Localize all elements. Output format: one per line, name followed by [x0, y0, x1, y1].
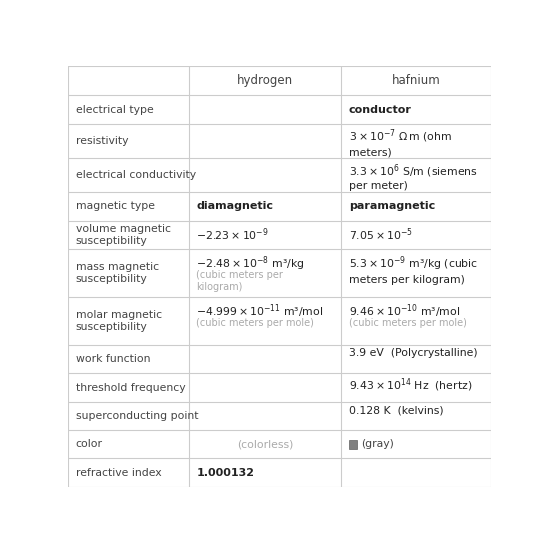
Text: 0.128 K  (kelvins): 0.128 K (kelvins) [349, 405, 443, 415]
Text: $5.3\times10^{-9}$ m³/kg (cubic
meters per kilogram): $5.3\times10^{-9}$ m³/kg (cubic meters p… [349, 255, 478, 285]
Text: $-2.23\times10^{-9}$: $-2.23\times10^{-9}$ [197, 226, 269, 243]
Text: $-4.999\times10^{-11}$ m³/mol: $-4.999\times10^{-11}$ m³/mol [197, 303, 324, 321]
Text: electrical conductivity: electrical conductivity [76, 170, 196, 180]
Text: mass magnetic
susceptibility: mass magnetic susceptibility [76, 262, 159, 284]
Text: $3.3\times10^{6}$ S/m (siemens
per meter): $3.3\times10^{6}$ S/m (siemens per meter… [349, 162, 478, 191]
Text: superconducting point: superconducting point [76, 411, 198, 421]
Text: diamagnetic: diamagnetic [197, 201, 274, 212]
Text: hafnium: hafnium [392, 74, 441, 87]
Text: (cubic meters per
kilogram): (cubic meters per kilogram) [197, 270, 283, 292]
Text: $9.43\times10^{14}$ Hz  (hertz): $9.43\times10^{14}$ Hz (hertz) [349, 377, 472, 394]
Text: paramagnetic: paramagnetic [349, 201, 435, 212]
Text: (gray): (gray) [361, 439, 394, 449]
Text: color: color [76, 439, 103, 449]
Text: hydrogen: hydrogen [237, 74, 293, 87]
Text: conductor: conductor [349, 104, 412, 114]
Text: $9.46\times10^{-10}$ m³/mol: $9.46\times10^{-10}$ m³/mol [349, 303, 460, 321]
Text: volume magnetic
susceptibility: volume magnetic susceptibility [76, 224, 171, 246]
Text: work function: work function [76, 354, 150, 364]
Text: magnetic type: magnetic type [76, 201, 155, 212]
Text: molar magnetic
susceptibility: molar magnetic susceptibility [76, 310, 162, 332]
Text: 1.000132: 1.000132 [197, 468, 254, 478]
Text: $-2.48\times10^{-8}$ m³/kg: $-2.48\times10^{-8}$ m³/kg [197, 255, 305, 274]
Text: (cubic meters per mole): (cubic meters per mole) [349, 318, 467, 328]
Bar [349, 440, 357, 449]
Text: $3\times10^{-7}$ Ω m (ohm
meters): $3\times10^{-7}$ Ω m (ohm meters) [349, 128, 452, 157]
Text: refractive index: refractive index [76, 468, 162, 478]
Text: electrical type: electrical type [76, 104, 153, 114]
Text: threshold frequency: threshold frequency [76, 382, 186, 393]
Text: (colorless): (colorless) [237, 439, 293, 449]
Text: $7.05\times10^{-5}$: $7.05\times10^{-5}$ [349, 226, 413, 243]
Text: resistivity: resistivity [76, 136, 128, 146]
Text: (cubic meters per mole): (cubic meters per mole) [197, 318, 314, 328]
Text: 3.9 eV  (Polycrystalline): 3.9 eV (Polycrystalline) [349, 348, 477, 358]
